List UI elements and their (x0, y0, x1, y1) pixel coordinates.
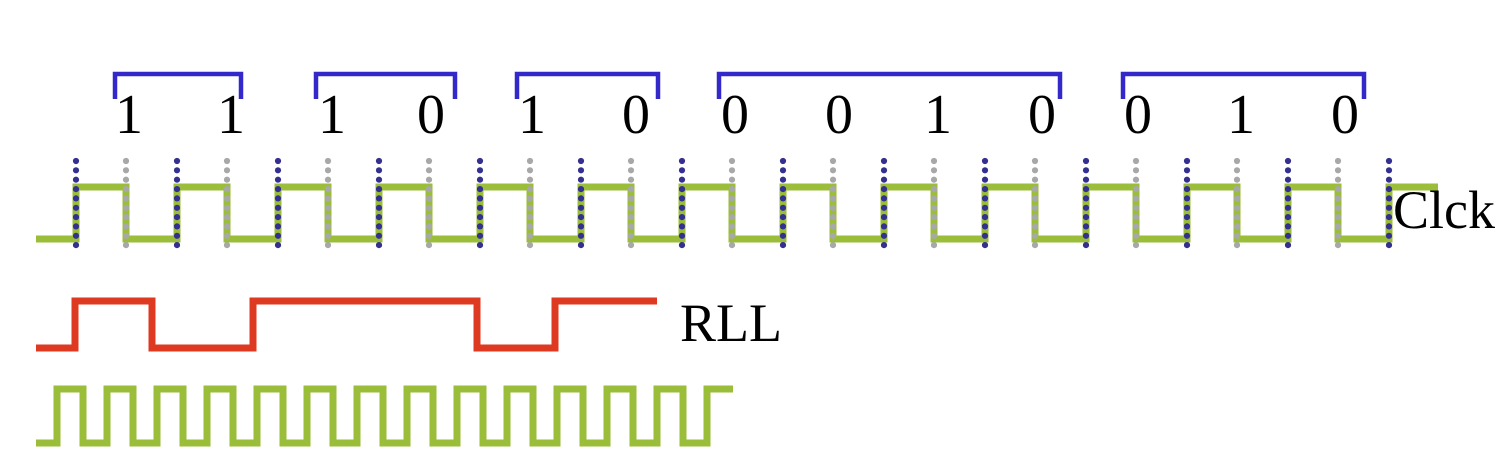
svg-text:0: 0 (417, 84, 445, 146)
svg-text:0: 0 (1124, 84, 1152, 146)
svg-text:0: 0 (1331, 84, 1359, 146)
svg-text:Clck: Clck (1393, 180, 1495, 240)
svg-text:1: 1 (518, 84, 546, 146)
svg-text:0: 0 (1028, 84, 1056, 146)
svg-text:1: 1 (115, 84, 143, 146)
svg-text:RLL: RLL (680, 293, 782, 353)
svg-text:0: 0 (825, 84, 853, 146)
svg-text:0: 0 (721, 84, 749, 146)
svg-text:0: 0 (622, 84, 650, 146)
svg-text:1: 1 (217, 84, 245, 146)
svg-text:1: 1 (1227, 84, 1255, 146)
svg-text:1: 1 (318, 84, 346, 146)
svg-text:1: 1 (924, 84, 952, 146)
